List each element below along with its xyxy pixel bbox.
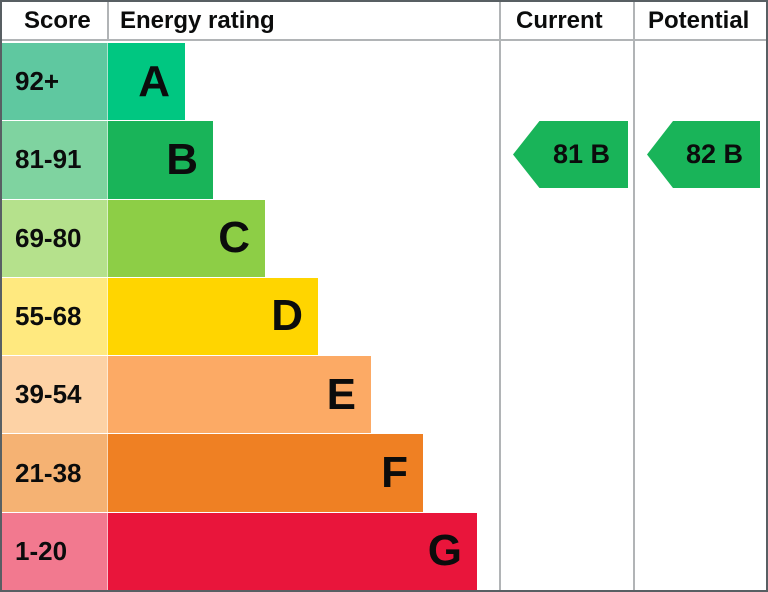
band-score-range: 92+: [2, 43, 108, 121]
band-row: 81-91 B: [2, 121, 766, 200]
band-score-range: 81-91: [2, 121, 108, 199]
band-score-range: 69-80: [2, 199, 108, 277]
band-letter: E: [326, 369, 356, 419]
band-letter: F: [381, 448, 408, 498]
band-rows: 92+ A 81-91 B 69-80 C 55-68 D 39-54 E 21…: [2, 43, 766, 590]
band-bar: F: [108, 434, 423, 512]
column-header-current: Current: [516, 6, 603, 34]
band-bar: G: [108, 512, 477, 590]
band-bar: A: [108, 43, 185, 121]
potential-rating-label: 82 B: [685, 139, 744, 169]
chart-header: Score Energy rating Current Potential: [2, 2, 766, 41]
band-row: 21-38 F: [2, 434, 766, 513]
band-score-range: 21-38: [2, 434, 108, 512]
band-letter: A: [138, 56, 170, 106]
band-row: 1-20 G: [2, 512, 766, 590]
band-bar: D: [108, 277, 318, 356]
band-bar: C: [108, 199, 265, 277]
band-score-range: 55-68: [2, 277, 108, 356]
band-score-range: 39-54: [2, 356, 108, 434]
potential-rating-arrow: 82 B: [647, 121, 760, 188]
band-bar: B: [108, 121, 213, 199]
band-letter: G: [427, 526, 462, 576]
current-rating-arrow: 81 B: [513, 121, 628, 188]
band-score-range: 1-20: [2, 512, 108, 590]
current-rating-label: 81 B: [552, 139, 611, 169]
band-bar: E: [108, 356, 371, 434]
band-letter: D: [271, 291, 303, 341]
band-letter: C: [218, 213, 250, 263]
column-divider-current-potential: [633, 2, 635, 590]
column-header-energy-rating: Energy rating: [120, 6, 275, 34]
band-row: 92+ A: [2, 43, 766, 122]
band-letter: B: [166, 134, 198, 184]
band-row: 55-68 D: [2, 277, 766, 357]
band-row: 39-54 E: [2, 356, 766, 435]
band-row: 69-80 C: [2, 199, 766, 278]
column-header-score: Score: [24, 6, 91, 34]
header-divider: [107, 2, 109, 41]
column-header-potential: Potential: [648, 6, 750, 34]
column-divider-energy-current: [499, 2, 501, 590]
